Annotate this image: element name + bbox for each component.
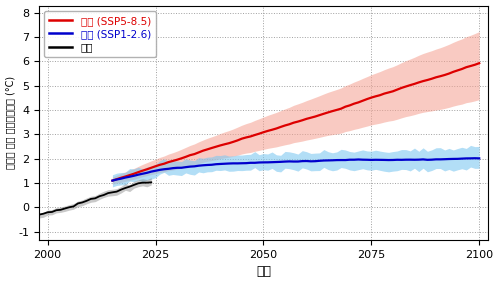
Y-axis label: 전지구 평균 지표기온변화 (°C): 전지구 평균 지표기온변화 (°C) [6,76,16,170]
X-axis label: 연도: 연도 [256,266,271,278]
Legend: 미래 (SSP5-8.5), 미래 (SSP1-2.6), 과거: 미래 (SSP5-8.5), 미래 (SSP1-2.6), 과거 [44,11,156,57]
